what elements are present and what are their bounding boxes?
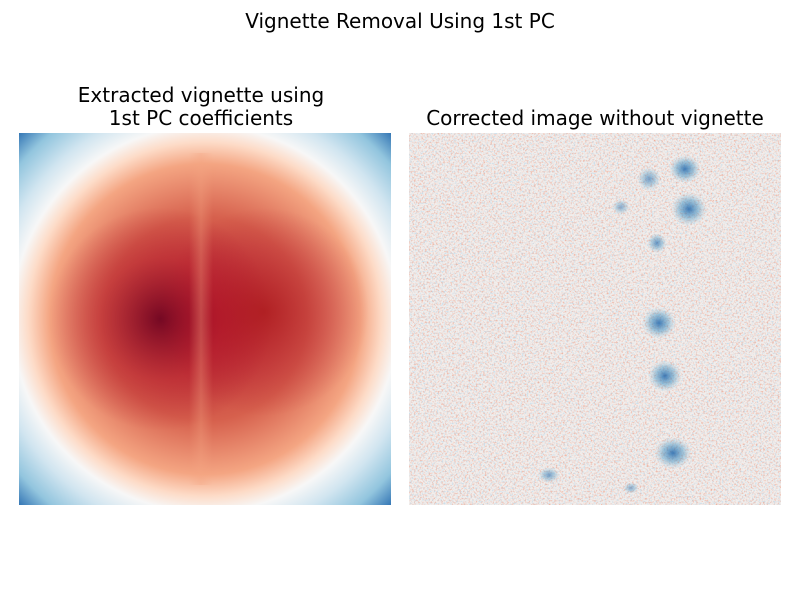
corrected-image-panel xyxy=(409,133,781,505)
right-panel-title: Corrected image without vignette xyxy=(426,106,764,130)
left-panel-title-line1: Extracted vignette using xyxy=(77,83,325,107)
left-panel-title-line2: 1st PC coefficients xyxy=(108,106,294,130)
corrected-image xyxy=(409,133,781,505)
corrected-image-spots xyxy=(538,155,707,494)
left-panel-title: Extracted vignette using 1st PC coeffici… xyxy=(20,84,382,130)
vignette-image xyxy=(19,133,391,505)
vignette-image-panel xyxy=(19,133,391,505)
figure-suptitle: Vignette Removal Using 1st PC xyxy=(245,9,555,33)
